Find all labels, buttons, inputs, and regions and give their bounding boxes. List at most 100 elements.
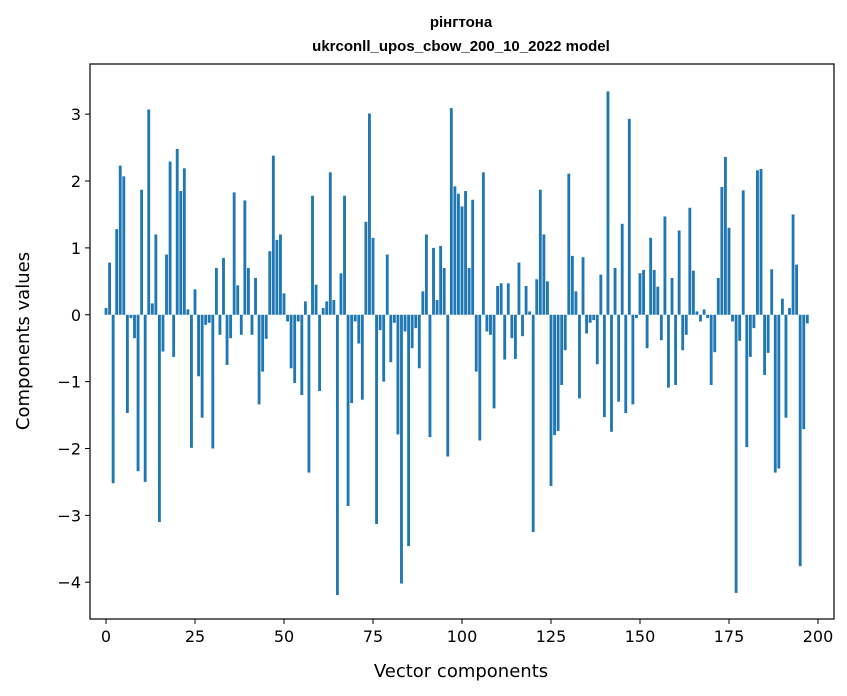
- bar-140: [602, 314, 606, 418]
- bar-42: [254, 277, 257, 315]
- bar-128: [560, 314, 564, 385]
- bar-11: [143, 314, 147, 482]
- x-tick-label: 25: [185, 627, 205, 646]
- bar-160: [674, 314, 678, 385]
- bar-93: [435, 300, 439, 315]
- y-axis-ticks: −4 −3 −2 −1 0 1 2 3: [57, 105, 90, 592]
- bar-10: [140, 189, 144, 315]
- bar-103: [471, 199, 475, 315]
- bar-99: [457, 193, 460, 315]
- y-tick-label: 3: [71, 105, 81, 124]
- bar-17: [165, 254, 168, 315]
- bar-80: [389, 314, 393, 363]
- bar-20: [175, 148, 179, 315]
- bar-146: [624, 314, 628, 414]
- bar-37: [236, 285, 240, 315]
- bar-139: [599, 274, 603, 315]
- bar-166: [695, 311, 699, 315]
- x-axis-ticks: 0 25 50 75 100 125 150 175 200: [101, 619, 833, 646]
- bar-106: [481, 172, 485, 315]
- bar-192: [788, 308, 791, 315]
- bar-195: [798, 314, 802, 567]
- bar-58: [311, 195, 314, 315]
- bar-124: [546, 281, 549, 315]
- bar-60: [318, 314, 322, 391]
- bar-143: [613, 267, 617, 315]
- bar-73: [364, 221, 368, 315]
- chart-title: рінгтона: [430, 14, 493, 31]
- bar-183: [756, 170, 759, 315]
- bar-59: [314, 284, 318, 315]
- bar-2: [111, 314, 115, 484]
- bar-89: [421, 291, 425, 315]
- bar-136: [588, 314, 592, 323]
- bar-168: [702, 309, 706, 315]
- bar-25: [193, 289, 197, 315]
- y-tick-label: 1: [71, 239, 81, 258]
- bar-144: [617, 314, 621, 402]
- bar-193: [791, 214, 795, 315]
- bar-96: [446, 314, 450, 457]
- y-tick-label: 2: [71, 172, 81, 191]
- bar-14: [154, 234, 158, 315]
- bar-29: [207, 314, 211, 323]
- bar-159: [670, 277, 674, 315]
- x-tick-label: 200: [803, 627, 834, 646]
- bar-4: [118, 165, 122, 315]
- bar-47: [271, 155, 275, 315]
- bar-164: [688, 207, 692, 315]
- y-tick-label: −4: [57, 573, 81, 592]
- bar-6: [125, 314, 129, 414]
- bar-56: [303, 301, 307, 315]
- bar-171: [713, 314, 717, 353]
- x-tick-label: 0: [101, 627, 111, 646]
- bar-67: [343, 195, 346, 315]
- bar-97: [449, 108, 453, 315]
- bar-165: [691, 270, 695, 315]
- bar-21: [179, 191, 183, 315]
- bar-118: [524, 286, 528, 315]
- bar-12: [147, 109, 151, 315]
- bar-184: [759, 168, 763, 315]
- bar-15: [157, 314, 161, 523]
- bar-114: [510, 314, 514, 339]
- bar-31: [214, 267, 218, 315]
- bar-111: [499, 283, 503, 315]
- bar-63: [328, 172, 332, 315]
- bar-77: [378, 314, 382, 331]
- bar-156: [659, 314, 663, 341]
- bar-109: [492, 314, 496, 409]
- bar-102: [467, 267, 471, 315]
- bar-39: [243, 200, 247, 315]
- bar-162: [681, 314, 685, 351]
- bar-185: [763, 314, 767, 375]
- y-axis-label: Components values: [13, 252, 34, 430]
- bar-43: [257, 314, 261, 405]
- bar-180: [745, 314, 749, 448]
- bar-54: [296, 314, 300, 322]
- bar-188: [773, 314, 777, 473]
- bar-38: [239, 314, 243, 335]
- bar-134: [581, 257, 585, 315]
- y-tick-label: 0: [71, 306, 81, 325]
- bar-82: [396, 314, 400, 435]
- bar-112: [503, 314, 507, 360]
- bar-152: [645, 314, 649, 349]
- bar-75: [371, 237, 375, 315]
- bar-194: [795, 264, 799, 315]
- bar-189: [777, 314, 781, 469]
- bar-19: [172, 314, 176, 357]
- bar-142: [610, 314, 613, 432]
- bar-85: [407, 314, 411, 547]
- bar-34: [225, 314, 229, 365]
- bar-40: [246, 267, 250, 315]
- bar-32: [218, 314, 222, 335]
- bar-186: [766, 314, 770, 353]
- bar-49: [279, 234, 282, 315]
- bar-70: [353, 314, 357, 322]
- bar-130: [567, 173, 571, 315]
- bar-48: [275, 239, 279, 315]
- bar-153: [649, 237, 653, 315]
- bar-145: [620, 223, 624, 315]
- bar-177: [734, 314, 738, 593]
